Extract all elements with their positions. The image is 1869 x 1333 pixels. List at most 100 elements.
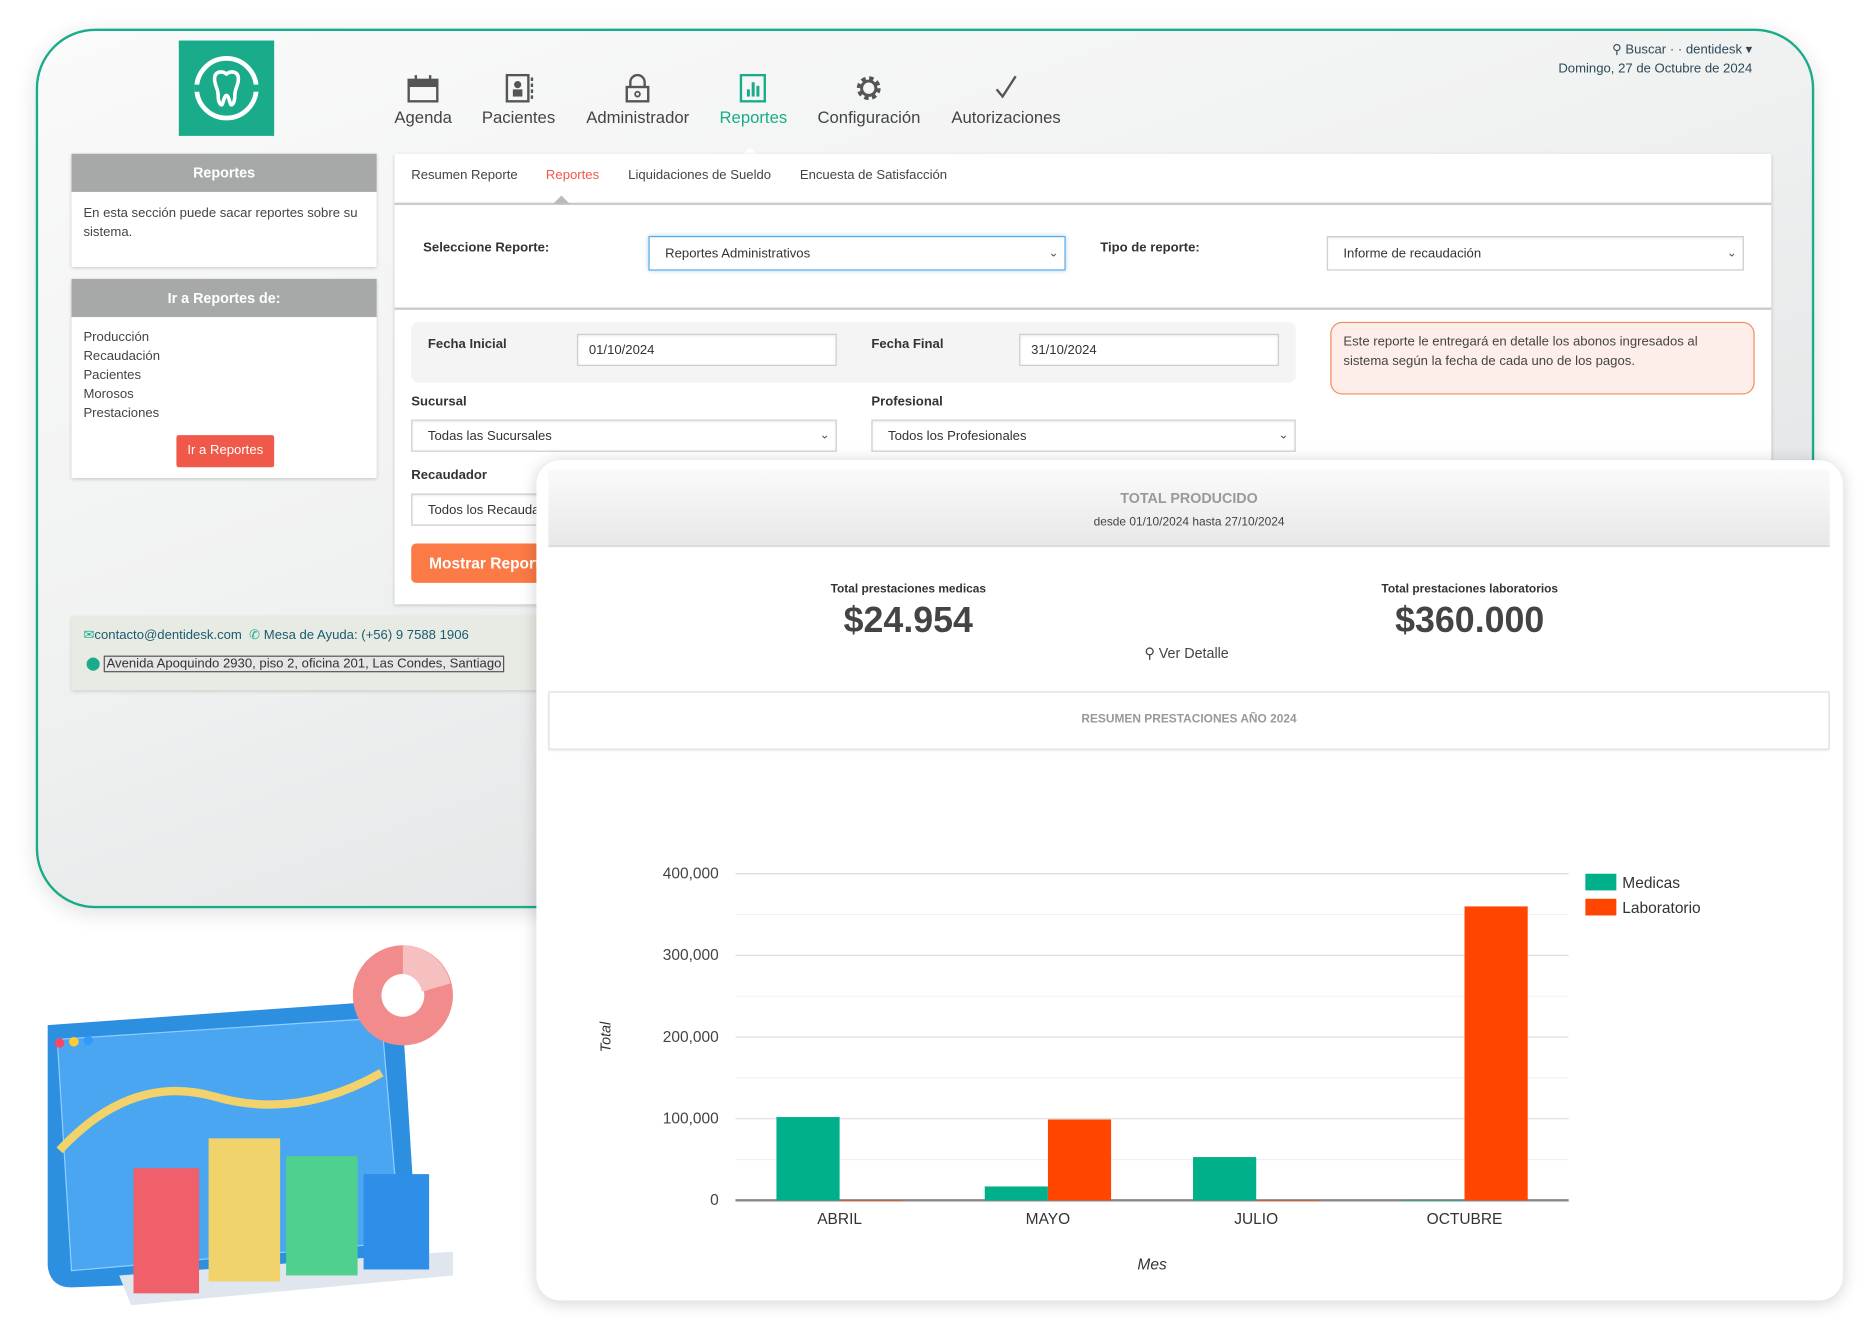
- branch-dropdown[interactable]: Todas las Sucursales ⌄: [411, 419, 837, 452]
- help-phone: Mesa de Ayuda: (+56) 9 7588 1906: [263, 628, 469, 643]
- nav-label: Configuración: [817, 107, 921, 127]
- summary-header: TOTAL PRODUCIDO desde 01/10/2024 hasta 2…: [548, 469, 1830, 548]
- summary-card: TOTAL PRODUCIDO desde 01/10/2024 hasta 2…: [536, 460, 1843, 1301]
- sidebar-link-recaudacion[interactable]: Recaudación: [83, 349, 160, 364]
- chevron-down-icon: ⌄: [1278, 429, 1289, 443]
- user-name: dentidesk: [1685, 42, 1743, 58]
- sidebar-link-prestaciones[interactable]: Prestaciones: [83, 406, 160, 421]
- nav-configuracion[interactable]: Configuración: [817, 74, 920, 126]
- y-tick-label: 100,000: [663, 1110, 719, 1127]
- tab-resumen-reporte[interactable]: Resumen Reporte: [411, 168, 518, 183]
- chevron-down-icon: ⌄: [1048, 246, 1059, 260]
- bar-medicas-octubre: [1401, 1199, 1465, 1201]
- view-detail-link[interactable]: ⚲ Ver Detalle: [1144, 645, 1228, 662]
- current-date: Domingo, 27 de Octubre de 2024: [1558, 61, 1753, 77]
- legend-swatch-medicas: [1585, 873, 1617, 891]
- panel-title: Ir a Reportes de:: [71, 278, 377, 318]
- summary-title: TOTAL PRODUCIDO: [1120, 489, 1258, 507]
- bar-medicas-julio: [1193, 1157, 1257, 1201]
- tab-reportes[interactable]: Reportes: [545, 168, 600, 183]
- end-date-label: Fecha Final: [871, 337, 944, 352]
- form-divider: [394, 307, 1772, 310]
- check-icon: [995, 75, 1017, 99]
- user-menu[interactable]: dentidesk ▾: [1685, 42, 1753, 58]
- collector-label: Recaudador: [411, 468, 488, 483]
- gear-icon: [857, 76, 881, 101]
- sidebar-link-morosos[interactable]: Morosos: [83, 387, 134, 402]
- nav-administrador[interactable]: Administrador: [586, 73, 690, 127]
- summary-range: desde 01/10/2024 hasta 27/10/2024: [1093, 516, 1285, 530]
- y-tick-label: 0: [710, 1192, 719, 1209]
- bar-laboratorio-abril: [839, 1200, 903, 1201]
- report-info-box: Este reporte le entregará en detalle los…: [1330, 321, 1755, 395]
- nav-reportes[interactable]: Reportes: [719, 73, 788, 127]
- y-axis-label: Total: [598, 1021, 614, 1052]
- report-type-label: Tipo de reporte:: [1100, 240, 1200, 256]
- bar-chart: 0 100,000 200,000 300,000 400,000 ABRIL MAYO JU…: [598, 866, 1700, 1274]
- start-date-input[interactable]: 01/10/2024: [576, 333, 837, 366]
- legend-label: Medicas: [1622, 875, 1680, 892]
- bar-chart-icon: [740, 73, 767, 103]
- contact-footer: ✉contacto@dentidesk.com ✆ Mesa de Ayuda:…: [71, 616, 573, 691]
- bar-laboratorio-julio: [1256, 1200, 1320, 1201]
- lab-total-label: Total prestaciones laboratorios: [1381, 582, 1559, 596]
- legend-swatch-laboratorio: [1585, 898, 1617, 916]
- tabs-divider: [394, 202, 1772, 206]
- y-tick-label: 300,000: [663, 947, 719, 964]
- sidebar-links-panel: Ir a Reportes de: Producción Recaudación…: [71, 278, 377, 478]
- medical-total-label: Total prestaciones medicas: [830, 582, 987, 596]
- y-tick-label: 200,000: [663, 1029, 719, 1046]
- search-link[interactable]: ⚲ Buscar: [1612, 42, 1667, 58]
- address: Avenida Apoquindo 2930, piso 2, oficina …: [104, 655, 504, 673]
- lab-total-value: $360.000: [1395, 600, 1545, 641]
- select-report-label: Seleccione Reporte:: [423, 240, 550, 256]
- selected-value: Todos los Profesionales: [888, 428, 1027, 443]
- x-tick-label: JULIO: [1234, 1211, 1278, 1228]
- nav-agenda[interactable]: Agenda: [394, 74, 452, 126]
- top-right-bar: ⚲ Buscar · · dentidesk ▾ Domingo, 27 de …: [1558, 41, 1752, 79]
- professional-label: Profesional: [871, 394, 943, 409]
- separator: · ·: [1669, 42, 1683, 58]
- sidebar-link-pacientes[interactable]: Pacientes: [83, 368, 142, 383]
- selected-value: Todas las Sucursales: [427, 428, 552, 443]
- tab-liquidaciones[interactable]: Liquidaciones de Sueldo: [628, 168, 772, 183]
- nav-active-pointer: [741, 147, 759, 155]
- nav-label: Reportes: [719, 107, 788, 127]
- nav-label: Pacientes: [481, 107, 556, 127]
- go-to-reports-button[interactable]: Ir a Reportes: [176, 435, 275, 468]
- tab-active-pointer: [553, 195, 570, 204]
- end-date-input[interactable]: 31/10/2024: [1019, 333, 1280, 366]
- panel-title: Reportes: [71, 153, 377, 192]
- contact-email[interactable]: contacto@dentidesk.com: [94, 628, 242, 643]
- report-chart-illustration: [47, 945, 453, 1306]
- lock-icon: [625, 73, 650, 103]
- selected-value: Todos los Recaudadores: [427, 502, 573, 517]
- section-title: RESUMEN PRESTACIONES AÑO 2024: [1081, 712, 1297, 726]
- sidebar-info-panel: Reportes En esta sección puede sacar rep…: [71, 153, 377, 268]
- start-date-label: Fecha Inicial: [427, 337, 507, 352]
- tab-encuesta[interactable]: Encuesta de Satisfacción: [799, 168, 948, 183]
- sidebar-link-produccion[interactable]: Producción: [83, 330, 150, 345]
- nav-autorizaciones[interactable]: Autorizaciones: [951, 74, 1061, 127]
- professional-dropdown[interactable]: Todos los Profesionales ⌄: [871, 419, 1296, 452]
- panel-text: En esta sección puede sacar reportes sob…: [83, 206, 358, 240]
- dentidesk-logo[interactable]: [178, 40, 275, 136]
- nav-pacientes[interactable]: Pacientes: [481, 73, 556, 127]
- x-tick-label: ABRIL: [817, 1211, 862, 1228]
- nav-label: Administrador: [586, 107, 690, 127]
- y-tick-label: 400,000: [663, 866, 719, 883]
- chevron-down-icon: ⌄: [1726, 246, 1737, 260]
- select-report-dropdown[interactable]: Reportes Administrativos ⌄: [648, 236, 1066, 271]
- bar-laboratorio-mayo: [1047, 1119, 1112, 1201]
- selected-value: Informe de recaudación: [1343, 246, 1482, 261]
- map-pin-icon: ⬤: [85, 656, 101, 672]
- nav-label: Agenda: [394, 107, 452, 127]
- contacts-book-icon: [505, 73, 533, 103]
- nav-label: Autorizaciones: [951, 107, 1061, 127]
- chevron-down-icon: ⌄: [819, 429, 830, 443]
- search-icon: ⚲: [1144, 644, 1155, 662]
- report-type-dropdown[interactable]: Informe de recaudación ⌄: [1326, 236, 1744, 271]
- phone-icon: ✆: [249, 628, 261, 643]
- bar-medicas-mayo: [984, 1186, 1048, 1201]
- search-label: Buscar: [1625, 42, 1667, 58]
